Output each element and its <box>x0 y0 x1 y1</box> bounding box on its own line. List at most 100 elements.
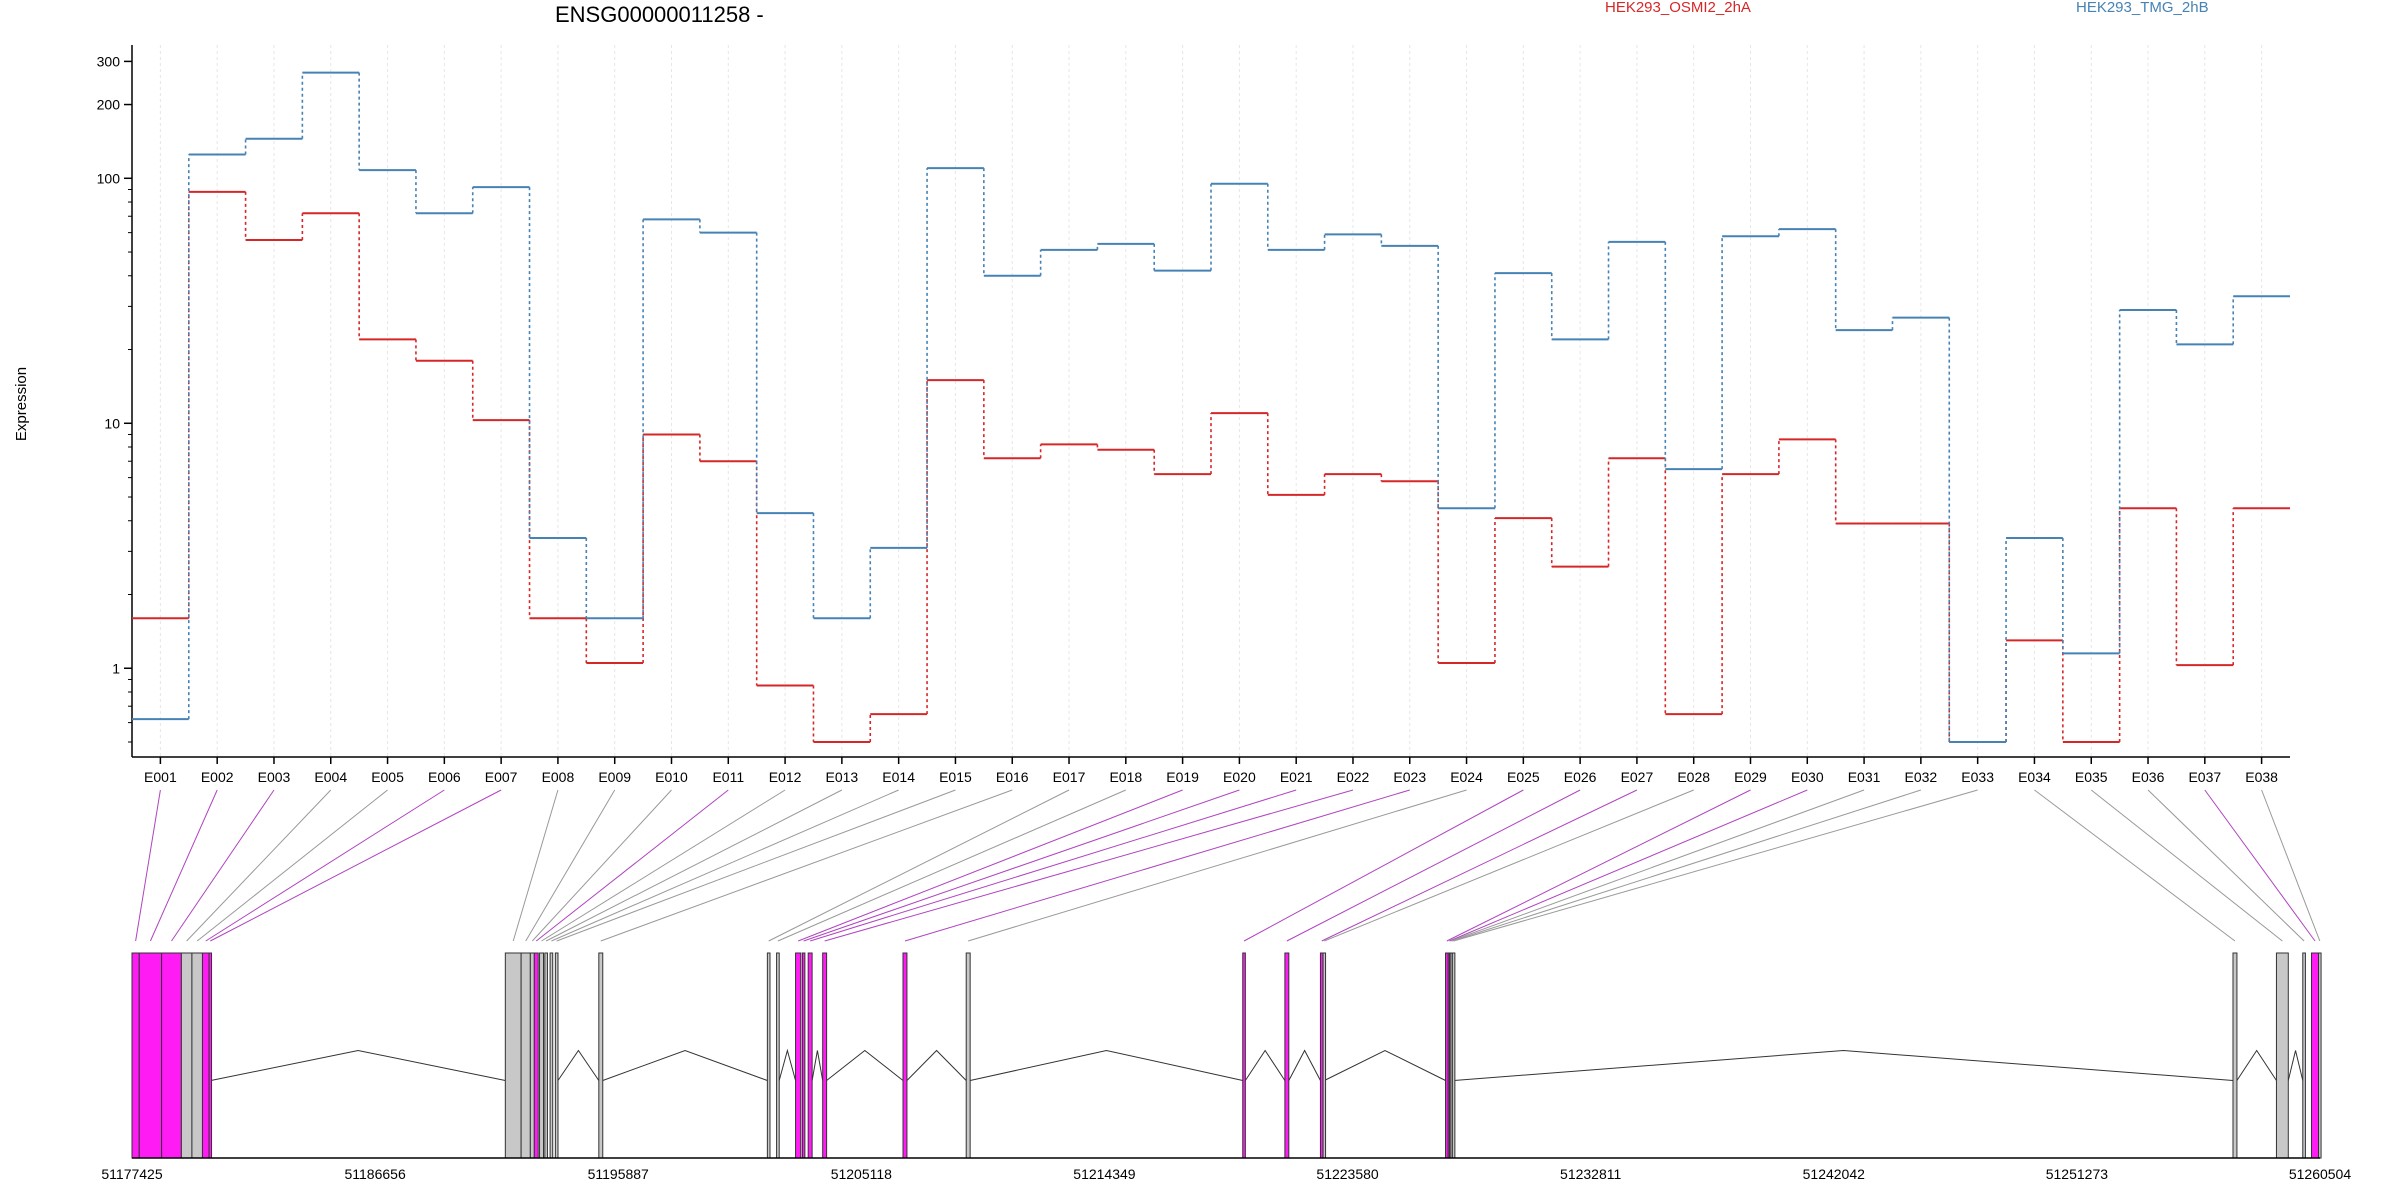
x-tick-label-e008: E008 <box>542 769 575 785</box>
gene-model-track <box>131 952 2322 1159</box>
x-tick-label-e017: E017 <box>1053 769 1086 785</box>
series-1 <box>132 190 2290 743</box>
exon-connector-lines <box>135 789 2321 942</box>
exon-block-e002 <box>138 952 163 1159</box>
coord-tick-label: 51177425 <box>101 1166 162 1182</box>
connector-e020 <box>803 789 1240 942</box>
x-tick-label-e031: E031 <box>1848 769 1881 785</box>
exon-block-e018 <box>776 952 780 1159</box>
x-tick-label-e033: E033 <box>1961 769 1994 785</box>
exon-block-e024 <box>965 952 971 1159</box>
x-tick-label-e006: E006 <box>428 769 461 785</box>
connector-e012 <box>541 789 786 942</box>
intron-line <box>1453 1049 2234 1081</box>
connector-e026 <box>1286 789 1581 942</box>
x-tick-label-e034: E034 <box>2018 769 2051 785</box>
x-tick-label-e028: E028 <box>1677 769 1710 785</box>
y-axis: 1 10 100 200 300 <box>97 45 133 757</box>
genomic-coordinate-axis: 51177425 51186656 51195887 51205118 51214349… <box>101 1157 2352 1182</box>
x-tick-label-e009: E009 <box>598 769 631 785</box>
exon-block-e017 <box>766 952 771 1159</box>
x-tick-label-e038: E038 <box>2245 769 2278 785</box>
exon-block-e021 <box>807 952 813 1159</box>
intron-line <box>2236 1049 2277 1081</box>
legend-series-1: HEK293_OSMI2_2hA <box>1605 0 1751 16</box>
connector-e036 <box>2147 789 2305 942</box>
connector-e017 <box>768 789 1070 942</box>
connector-e018 <box>777 789 1127 942</box>
x-tick-label-e032: E032 <box>1905 769 1938 785</box>
intron-line <box>1324 1049 1446 1081</box>
connector-e005 <box>196 789 388 942</box>
legend-series-2: HEK293_TMG_2hB <box>2076 0 2209 16</box>
exon-block-e028 <box>1322 952 1327 1159</box>
exon-block-e034 <box>2232 952 2238 1159</box>
x-tick-label-e035: E035 <box>2075 769 2108 785</box>
x-tick-label-e014: E014 <box>882 769 915 785</box>
intron-line <box>778 1048 797 1081</box>
connector-e031 <box>1450 789 1865 942</box>
x-tick-label-e007: E007 <box>485 769 518 785</box>
connector-e024 <box>968 789 1467 942</box>
connector-e037 <box>2204 789 2316 942</box>
exon-block-e009 <box>520 952 531 1159</box>
y-tick-label-10: 10 <box>104 415 120 431</box>
coord-tick-label: 51195887 <box>588 1166 649 1182</box>
x-tick-label-e037: E037 <box>2188 769 2221 785</box>
exon-block-e005 <box>191 952 203 1159</box>
y-tick-label-300: 300 <box>97 53 121 69</box>
exon-block-e025 <box>1242 952 1246 1159</box>
x-tick-label-e019: E019 <box>1166 769 1199 785</box>
x-tick-label-e004: E004 <box>314 769 347 785</box>
exon-block-e001 <box>131 952 140 1159</box>
exon-block-e004 <box>180 952 193 1159</box>
exon-block-e006 <box>201 952 210 1159</box>
x-tick-label-e021: E021 <box>1280 769 1313 785</box>
x-tick-label-e023: E023 <box>1393 769 1426 785</box>
exon-block-e016 <box>598 952 604 1159</box>
connector-e004 <box>186 789 332 942</box>
exon-block-e014 <box>549 952 554 1159</box>
exon-block-e035 <box>2275 952 2289 1159</box>
connector-e007 <box>210 789 502 942</box>
exon-block-e008 <box>504 952 522 1159</box>
coord-tick-label: 51251273 <box>2046 1166 2109 1182</box>
x-tick-label-e029: E029 <box>1734 769 1767 785</box>
vertical-gridlines <box>159 45 2263 757</box>
connector-e013 <box>545 789 843 942</box>
connector-e021 <box>810 789 1297 942</box>
intron-line <box>210 1049 506 1081</box>
x-tick-label-e025: E025 <box>1507 769 1540 785</box>
x-tick-label-e001: E001 <box>144 769 177 785</box>
connector-e028 <box>1324 789 1694 942</box>
connector-e034 <box>2034 789 2236 942</box>
connector-e029 <box>1446 789 1751 942</box>
exon-block-e026 <box>1284 952 1290 1159</box>
connector-e014 <box>551 789 899 942</box>
intron-line <box>557 1049 600 1081</box>
coord-tick-label: 51186656 <box>344 1166 405 1182</box>
coord-tick-label: 51260504 <box>2289 1166 2352 1182</box>
y-tick-label-100: 100 <box>97 170 121 186</box>
x-tick-label-e011: E011 <box>712 769 744 785</box>
connector-e019 <box>797 789 1183 942</box>
exon-block-e020 <box>801 952 806 1159</box>
connector-e015 <box>556 789 956 942</box>
intron-line <box>602 1049 768 1081</box>
intron-line <box>970 1049 1243 1081</box>
exon-block-e010 <box>529 952 535 1159</box>
x-tick-label-e024: E024 <box>1450 769 1483 785</box>
x-axis: E001 E002 E003 E004 E005 E006 E007 E008 E009 E010… <box>132 756 2290 785</box>
connector-e023 <box>904 789 1410 942</box>
connector-e027 <box>1321 789 1638 942</box>
exon-block-e012 <box>539 952 545 1159</box>
exon-block-e011 <box>533 952 539 1159</box>
y-tick-label-1: 1 <box>112 660 120 676</box>
x-tick-label-e002: E002 <box>201 769 234 785</box>
x-tick-label-e030: E030 <box>1791 769 1824 785</box>
intron-line <box>2287 1050 2304 1081</box>
x-tick-label-e003: E003 <box>258 769 291 785</box>
intron-line <box>906 1049 967 1081</box>
connector-e009 <box>525 789 616 942</box>
connector-e011 <box>535 789 729 942</box>
